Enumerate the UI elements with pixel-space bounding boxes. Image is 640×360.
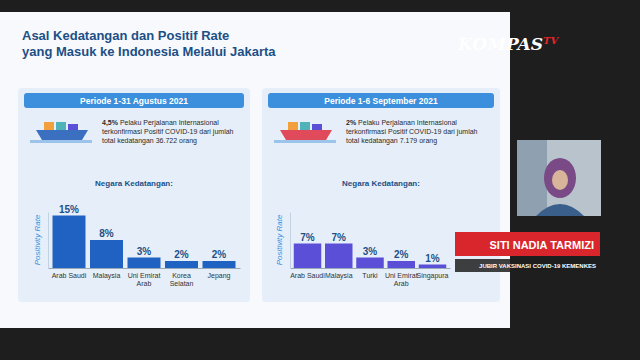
logo: KOMPASTV xyxy=(457,34,559,54)
bar xyxy=(165,261,198,268)
x-tick-label: Arab Saudi xyxy=(52,272,87,279)
x-tick: Singapura xyxy=(417,268,449,280)
slide-title-line: Asal Kedatangan dan Positif Rate xyxy=(22,28,229,43)
y-axis xyxy=(290,213,291,269)
x-tick-label: Malaysia xyxy=(325,272,353,280)
x-tick-label-line: Selatan xyxy=(170,280,194,287)
data-label: 8% xyxy=(99,228,114,239)
x-tick-label-line: Arab xyxy=(137,280,152,287)
icon-part xyxy=(36,130,88,140)
x-tick: KoreaSelatan xyxy=(170,268,194,287)
data-labels: 15% 8% 3% 2% 2% xyxy=(59,204,226,261)
bar xyxy=(325,244,353,269)
x-axis-line xyxy=(49,268,241,269)
bar xyxy=(294,244,322,269)
x-tick-label: Uni EmiratArab xyxy=(128,272,161,287)
icon-part xyxy=(288,122,298,130)
panel-background xyxy=(18,88,250,302)
icon-part xyxy=(300,122,310,130)
page: Asal Kedatangan dan Positif Rateyang Mas… xyxy=(0,0,640,360)
x-tick-label-line: Arab xyxy=(394,280,409,287)
icon-part xyxy=(68,124,78,130)
x-axis-title: Negara Kedatangan: xyxy=(342,179,420,188)
y-axis-line xyxy=(290,213,291,269)
icon-part xyxy=(274,140,336,143)
x-tick-label-line: Korea xyxy=(172,272,191,279)
panel-header xyxy=(24,93,244,108)
data-label: 3% xyxy=(363,246,378,257)
x-axis-line xyxy=(291,268,451,269)
x-tick-label: KoreaSelatan xyxy=(170,272,194,287)
x-tick-label: Singapura xyxy=(417,272,449,280)
x-axis-title: Negara Kedatangan: xyxy=(95,179,173,188)
x-tick-label-line: Uni Emirat xyxy=(385,272,418,279)
data-labels: 7% 7% 3% 2% 1% xyxy=(300,232,440,264)
caption-band xyxy=(455,232,600,256)
bar xyxy=(203,261,236,268)
x-axis: Arab SaudiMalaysiaTurkiUni EmiratArabSin… xyxy=(290,268,450,287)
logo-text: KOMPAS xyxy=(457,34,543,54)
caption-band xyxy=(455,259,600,272)
data-label: 2% xyxy=(212,249,227,260)
data-label: 15% xyxy=(59,204,79,215)
icon-part xyxy=(280,130,332,140)
webcam-part xyxy=(544,158,576,198)
x-tick-label: Uni EmiratArab xyxy=(385,272,418,287)
x-tick: Arab Saudi xyxy=(290,268,325,279)
bar xyxy=(90,240,123,268)
data-label: 7% xyxy=(300,232,315,243)
icon xyxy=(30,122,92,143)
icon-part xyxy=(44,122,54,130)
bar xyxy=(356,258,384,269)
data-label: 2% xyxy=(174,249,189,260)
x-tick-label: Arab Saudi xyxy=(290,272,325,279)
x-tick: Jepang xyxy=(208,268,231,280)
slide-title: Asal Kedatangan dan Positif Rateyang Mas… xyxy=(22,28,276,59)
webcam-part xyxy=(517,140,547,216)
bar xyxy=(53,216,86,269)
x-axis: Arab Saudi Malaysia Uni EmiratArab KoreaSel… xyxy=(49,268,241,287)
bars xyxy=(53,216,236,269)
x-tick: Malaysia xyxy=(93,268,121,280)
slide-background xyxy=(0,12,510,328)
data-label: 1% xyxy=(425,253,440,264)
icon-part xyxy=(312,124,322,130)
x-tick-label: Jepang xyxy=(208,272,231,280)
icon xyxy=(274,122,336,143)
bar xyxy=(388,261,416,268)
caption-role: JUBIR VAKSINASI COVID-19 KEMENKES xyxy=(479,263,596,269)
x-tick: Uni EmiratArab xyxy=(128,268,161,287)
x-tick-label: Turki xyxy=(362,272,378,279)
data-label: 3% xyxy=(137,246,152,257)
y-axis-title: Positivity Rate xyxy=(275,214,284,265)
data-label: 7% xyxy=(332,232,347,243)
chart-title: Periode 1-31 Agustus 2021 xyxy=(80,96,188,106)
chart-subtitle: 2% Pelaku Perjalanan Internasional terko… xyxy=(346,118,492,145)
logo-text: TV xyxy=(543,35,559,46)
bar xyxy=(419,265,447,269)
bars xyxy=(294,244,447,269)
y-axis-title: Positivity Rate xyxy=(33,214,42,265)
x-tick: Turki xyxy=(362,268,378,279)
slide-title-line: yang Masuk ke Indonesia Melalui Jakarta xyxy=(22,44,276,59)
caption-name: SITI NADIA TARMIZI xyxy=(490,239,595,251)
icon-part xyxy=(56,122,66,130)
x-tick-label: Malaysia xyxy=(93,272,121,280)
y-axis-line xyxy=(48,213,49,269)
chart-subtitle: 4,5% Pelaku Perjalanan Internasional ter… xyxy=(102,118,242,145)
icon-part xyxy=(30,140,92,143)
x-tick: Arab Saudi xyxy=(52,268,87,279)
panel-header xyxy=(268,93,494,108)
bar xyxy=(128,258,161,269)
webcam-part xyxy=(536,204,584,216)
webcam-part xyxy=(552,170,568,190)
y-axis xyxy=(48,213,49,269)
x-tick: Uni EmiratArab xyxy=(385,268,418,287)
chart-title: Periode 1-6 September 2021 xyxy=(324,96,438,106)
x-tick-label-line: Uni Emirat xyxy=(128,272,161,279)
x-tick: Malaysia xyxy=(325,268,353,280)
data-label: 2% xyxy=(394,249,409,260)
webcam xyxy=(517,140,601,216)
